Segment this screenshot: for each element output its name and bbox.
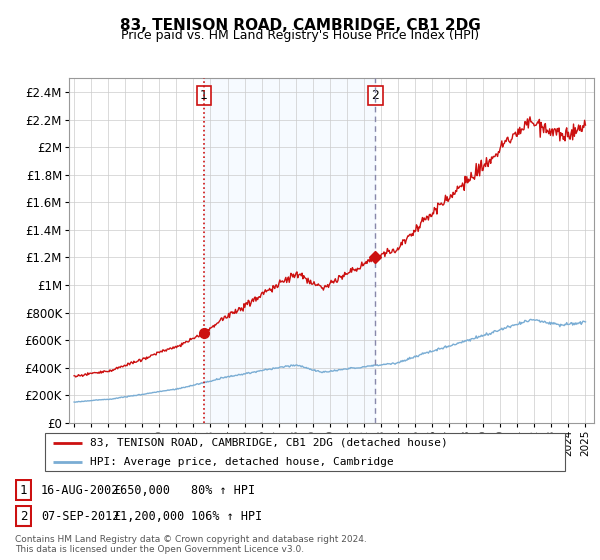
Bar	[204, 78, 376, 423]
Text: 2: 2	[371, 88, 379, 102]
FancyBboxPatch shape	[16, 480, 31, 500]
Text: £1,200,000: £1,200,000	[113, 510, 184, 523]
Text: 80% ↑ HPI: 80% ↑ HPI	[191, 483, 255, 497]
Text: 83, TENISON ROAD, CAMBRIDGE, CB1 2DG (detached house): 83, TENISON ROAD, CAMBRIDGE, CB1 2DG (de…	[89, 437, 447, 447]
Text: 16-AUG-2002: 16-AUG-2002	[41, 483, 119, 497]
Text: 1: 1	[20, 483, 27, 497]
FancyBboxPatch shape	[16, 506, 31, 526]
Text: Contains HM Land Registry data © Crown copyright and database right 2024.
This d: Contains HM Land Registry data © Crown c…	[15, 535, 367, 554]
Text: 83, TENISON ROAD, CAMBRIDGE, CB1 2DG: 83, TENISON ROAD, CAMBRIDGE, CB1 2DG	[119, 18, 481, 33]
Text: £650,000: £650,000	[113, 483, 170, 497]
Text: HPI: Average price, detached house, Cambridge: HPI: Average price, detached house, Camb…	[89, 457, 393, 467]
Text: 1: 1	[200, 88, 208, 102]
Text: 07-SEP-2012: 07-SEP-2012	[41, 510, 119, 523]
FancyBboxPatch shape	[44, 433, 565, 471]
Text: Price paid vs. HM Land Registry's House Price Index (HPI): Price paid vs. HM Land Registry's House …	[121, 29, 479, 42]
Text: 2: 2	[20, 510, 27, 523]
Text: 106% ↑ HPI: 106% ↑ HPI	[191, 510, 262, 523]
